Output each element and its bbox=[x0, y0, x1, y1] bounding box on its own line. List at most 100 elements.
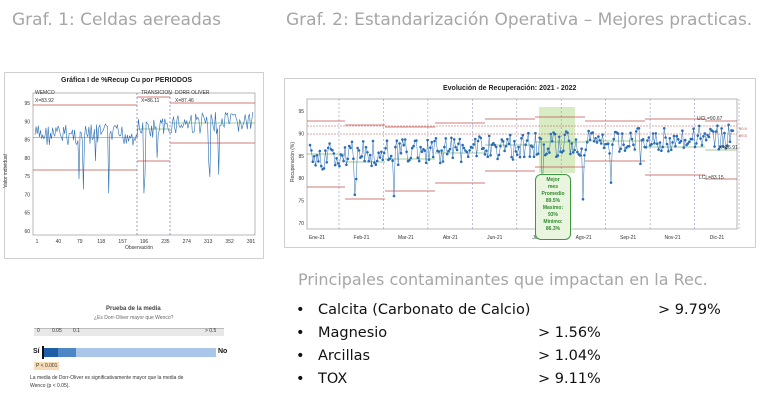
chart2-point bbox=[580, 147, 583, 150]
chart2-point bbox=[479, 136, 483, 140]
chart2-ref-label-2: 89.5 bbox=[739, 133, 747, 138]
chart2-point bbox=[521, 133, 525, 137]
chart2-point bbox=[384, 146, 387, 150]
chart2-point bbox=[517, 145, 520, 149]
chart2-xtick: Nov-21 bbox=[664, 235, 680, 241]
chart2-point bbox=[380, 150, 383, 154]
pvalue-bar-mid bbox=[58, 348, 76, 357]
chart2-point bbox=[661, 145, 665, 149]
chart2-frame bbox=[306, 98, 738, 230]
chart2-point bbox=[429, 146, 432, 149]
contaminant-value: > 9.79% bbox=[658, 302, 721, 318]
contaminant-name: Calcita (Carbonato de Calcio) bbox=[318, 302, 531, 318]
chart2-point bbox=[557, 135, 561, 139]
chart2-point bbox=[345, 163, 348, 167]
chart2-point bbox=[664, 136, 667, 139]
chart2-point bbox=[576, 150, 579, 154]
chart2-point bbox=[681, 129, 684, 132]
chart2-point bbox=[336, 162, 340, 165]
bullet-icon: • bbox=[296, 325, 305, 341]
chart2-point bbox=[506, 137, 509, 141]
chart2-point bbox=[437, 150, 441, 153]
chart2-point bbox=[539, 137, 543, 141]
chart2-xtick: Mar-21 bbox=[398, 235, 414, 241]
chart2-point bbox=[440, 149, 443, 152]
chart2-point bbox=[356, 146, 359, 150]
chart2-point bbox=[612, 137, 616, 141]
chart2-point bbox=[702, 135, 705, 138]
chart2-point bbox=[692, 127, 695, 130]
chart2-point bbox=[646, 139, 649, 142]
chart2-point bbox=[569, 152, 572, 156]
chart2-point bbox=[496, 157, 499, 161]
chart2-point bbox=[623, 149, 627, 152]
chart2-callout: Mejor mes Promedio 89.5% Maximo: 93% Min… bbox=[535, 174, 571, 240]
scale-tick-05: > 0.5 bbox=[205, 328, 217, 334]
chart2-point bbox=[476, 139, 480, 143]
chart2-point bbox=[534, 131, 537, 135]
chart2-point bbox=[426, 138, 429, 142]
chart2-point bbox=[331, 149, 334, 152]
pvalue-bar-light bbox=[76, 348, 216, 357]
chart2-point bbox=[340, 154, 344, 157]
chart2-point bbox=[350, 140, 354, 144]
chart2-ref-label-1: 90.9 bbox=[739, 126, 747, 131]
chart2-point bbox=[518, 155, 522, 159]
chart1-xtick: 157 bbox=[118, 239, 127, 245]
chart2-point bbox=[466, 155, 470, 158]
chart2-point bbox=[486, 155, 490, 158]
chart2-point bbox=[451, 156, 455, 160]
chart2-point bbox=[325, 161, 329, 164]
chart2-point bbox=[332, 152, 336, 155]
chart2-point bbox=[360, 155, 364, 158]
chart2-point bbox=[328, 142, 331, 145]
chart1-title: Gráfica I de %Recup Cu por PERIODOS bbox=[61, 77, 193, 84]
chart2-point bbox=[395, 139, 399, 142]
chart2-point bbox=[399, 151, 403, 155]
chart2-point bbox=[545, 152, 548, 156]
chart2-point bbox=[620, 132, 624, 135]
callout-line: Minimo: bbox=[543, 219, 563, 225]
chart2-point bbox=[524, 143, 527, 146]
chart2-point bbox=[532, 155, 536, 158]
chart2-ucl-label: UCL=90.67 bbox=[697, 116, 723, 122]
chart2-point bbox=[447, 149, 450, 153]
bullet-icon: • bbox=[296, 348, 305, 364]
chart2-point bbox=[511, 158, 515, 161]
chart2-point bbox=[445, 152, 449, 156]
chart2-point bbox=[431, 155, 435, 159]
chart2-point bbox=[318, 149, 322, 153]
chart2-point bbox=[609, 181, 613, 184]
chart2-point bbox=[420, 150, 424, 153]
chart2-point bbox=[433, 139, 436, 143]
chart2-point bbox=[482, 146, 485, 150]
chart2-point bbox=[412, 144, 415, 148]
chart2-point bbox=[434, 137, 438, 140]
chart2-point bbox=[637, 127, 641, 130]
chart2-point bbox=[401, 138, 404, 141]
chart1-period-wemco: WEMCO bbox=[35, 90, 55, 96]
contaminants-heading: Principales contaminantes que impactan e… bbox=[298, 270, 708, 289]
chart2-point bbox=[385, 139, 389, 142]
chart2-xtick: Dic-21 bbox=[710, 235, 725, 241]
chart2-point bbox=[675, 134, 679, 138]
chart2-point bbox=[697, 124, 701, 128]
chart2-point bbox=[592, 139, 596, 143]
chart2-point bbox=[632, 143, 635, 146]
chart2-point bbox=[651, 132, 655, 135]
chart2-point bbox=[731, 129, 735, 132]
chart1-period-transicion: TRANSICION bbox=[141, 90, 172, 96]
callout-line: Mejor bbox=[546, 177, 560, 183]
chart2-ytick: 75 bbox=[298, 199, 304, 205]
chart2-point bbox=[522, 155, 526, 159]
chart2-xtick: Ago-21 bbox=[576, 235, 592, 241]
chart2-point bbox=[503, 149, 506, 153]
chart2-point bbox=[647, 136, 651, 139]
chart2-point bbox=[616, 132, 620, 135]
chart2-point bbox=[599, 142, 603, 145]
chart1-ytick: 65 bbox=[24, 211, 30, 217]
chart2-point bbox=[458, 137, 462, 141]
chart2-point bbox=[319, 164, 323, 168]
chart1-mean-dorr-oliver: X=87.46 bbox=[175, 98, 194, 104]
chart2-point bbox=[494, 145, 498, 149]
